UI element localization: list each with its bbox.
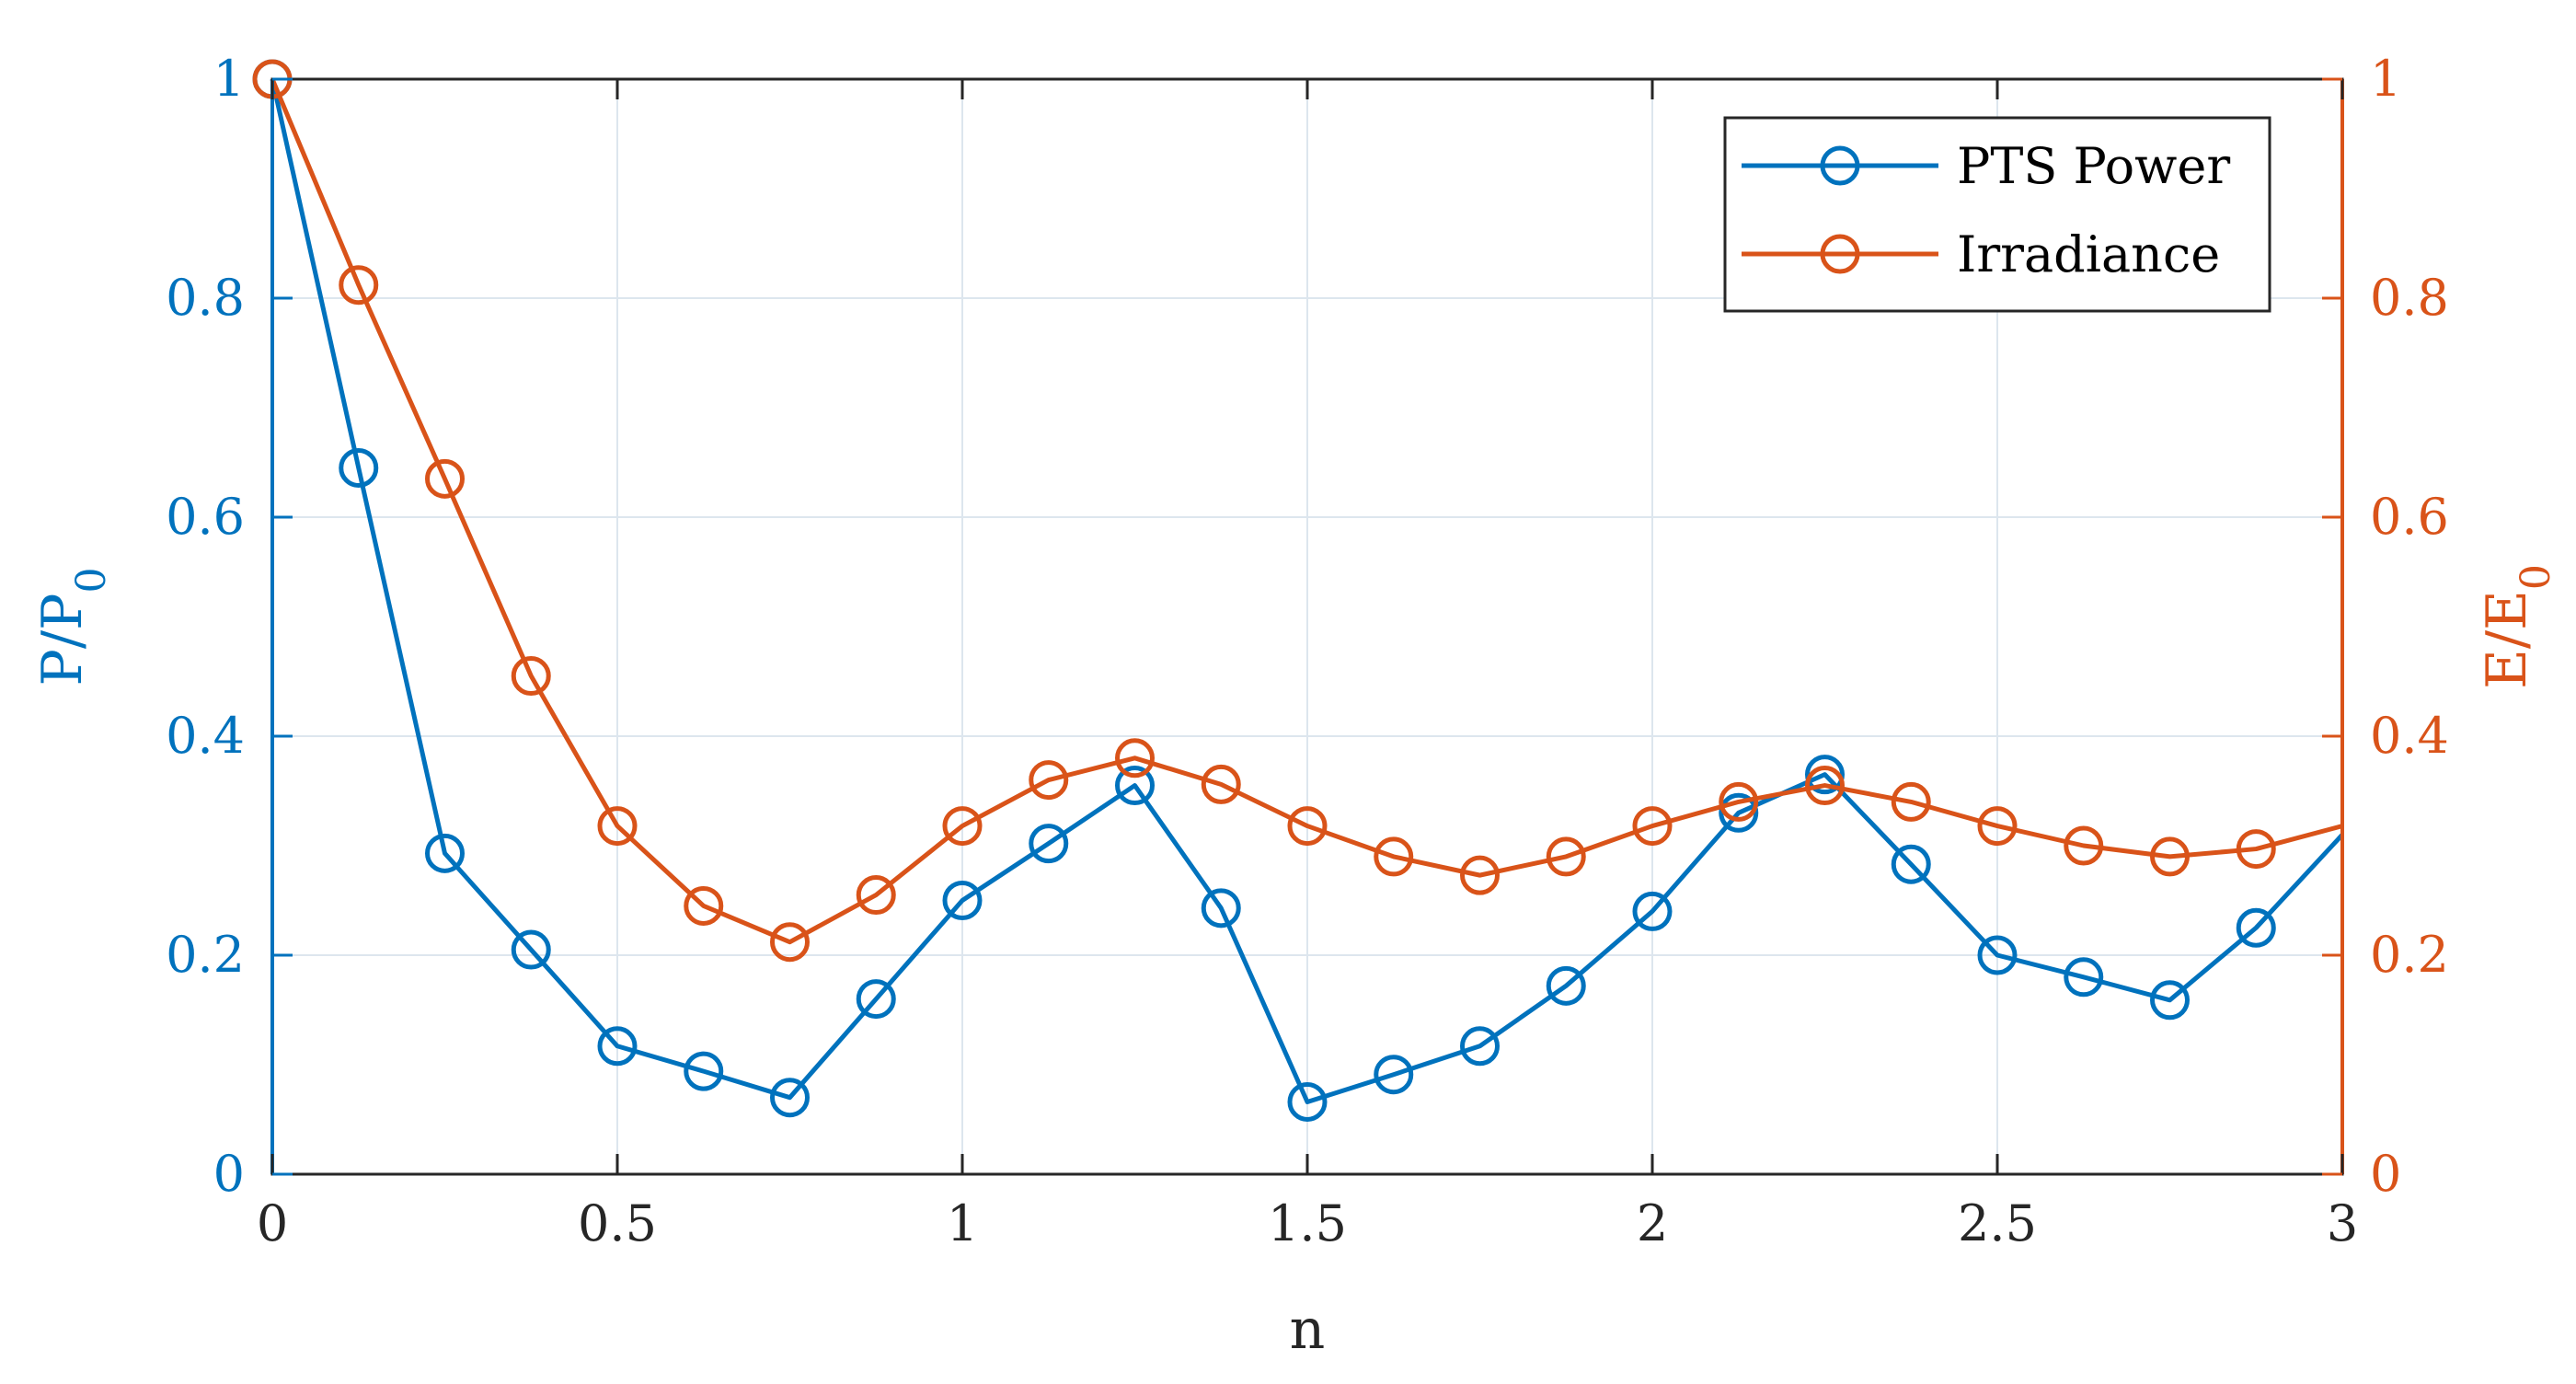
data-point-pts-power	[1374, 1055, 1414, 1095]
data-point-irradiance	[511, 656, 551, 697]
data-point-irradiance	[1546, 836, 1586, 877]
data-point-pts-power	[1029, 824, 1069, 864]
y-tick-label-right-0: 0	[2370, 1145, 2401, 1203]
series-line-pts-power	[270, 78, 2344, 1104]
data-point-irradiance	[770, 922, 810, 963]
x-tick-label-5: 2.5	[1958, 1194, 2037, 1252]
data-point-pts-power	[1115, 766, 1155, 806]
data-point-pts-power	[1201, 888, 1241, 928]
data-point-irradiance	[1977, 806, 2018, 847]
legend-marker-irradiance	[1820, 234, 1860, 274]
x-tick-label-4: 2	[1637, 1194, 1668, 1252]
y-tick-label-left-3: 0.6	[166, 488, 245, 546]
y-axis-label-left-sub: 0	[68, 568, 115, 594]
data-point-pts-power	[684, 1051, 724, 1091]
data-point-irradiance	[1719, 781, 1759, 822]
data-point-irradiance	[1632, 806, 1673, 847]
y-axis-label-right-main: E/E	[2475, 590, 2539, 689]
data-point-pts-power	[1977, 935, 2018, 975]
data-point-pts-power	[2064, 957, 2104, 998]
data-point-irradiance	[684, 885, 724, 926]
data-point-irradiance	[856, 875, 896, 916]
data-point-irradiance	[2150, 836, 2190, 877]
y-tick-label-right-4: 0.8	[2370, 269, 2449, 327]
data-point-pts-power	[597, 1026, 638, 1067]
data-point-irradiance	[597, 806, 638, 847]
legend-label-pts-power: PTS Power	[1957, 137, 2230, 195]
data-point-irradiance	[1460, 855, 1500, 895]
x-tick-label-3: 1.5	[1268, 1194, 1347, 1252]
data-point-irradiance	[942, 806, 983, 847]
data-point-irradiance	[2236, 829, 2276, 870]
y-tick-label-right-1: 0.2	[2370, 926, 2449, 984]
series-pts-power	[252, 59, 2344, 1122]
data-point-irradiance	[1201, 764, 1241, 804]
y-tick-label-right-2: 0.4	[2370, 707, 2449, 765]
y-axis-label-left: P/P0	[30, 568, 115, 686]
data-point-irradiance	[2064, 825, 2104, 866]
series-line-irradiance	[270, 78, 2343, 945]
data-point-irradiance	[425, 458, 465, 499]
legend-marker-pts-power	[1820, 145, 1860, 186]
y-axis-label-right: E/E0	[2475, 564, 2559, 689]
data-point-pts-power	[1460, 1026, 1500, 1067]
y-tick-label-right-3: 0.6	[2370, 488, 2449, 546]
y-tick-label-left-5: 1	[213, 50, 245, 108]
data-point-pts-power	[2236, 907, 2276, 948]
x-tick-label-1: 0.5	[578, 1194, 657, 1252]
y-axis-label-right-sub: 0	[2513, 564, 2559, 590]
data-point-pts-power	[1546, 965, 1586, 1006]
x-axis-label: n	[1290, 1298, 1326, 1362]
data-point-irradiance	[339, 265, 379, 306]
data-point-pts-power	[856, 979, 896, 1020]
y-tick-label-left-1: 0.2	[166, 926, 245, 984]
data-point-irradiance	[1287, 806, 1328, 847]
y-axis-label-left-main: P/P	[30, 594, 95, 686]
y-tick-label-right-5: 1	[2370, 50, 2401, 108]
y-tick-label-left-0: 0	[213, 1145, 245, 1203]
data-point-irradiance	[1115, 738, 1155, 778]
data-point-pts-power	[1632, 891, 1673, 931]
data-point-pts-power	[942, 881, 983, 920]
data-point-pts-power	[2150, 980, 2190, 1021]
data-point-irradiance	[1805, 766, 1845, 806]
data-point-irradiance	[1891, 781, 1931, 822]
data-point-pts-power	[770, 1078, 810, 1118]
legend-box	[1723, 116, 2271, 313]
data-point-pts-power	[1891, 844, 1931, 884]
legend: PTS Power Irradiance	[1723, 116, 2271, 313]
legend-item-irradiance: Irradiance	[1742, 225, 2220, 283]
x-tick-label-0: 0	[257, 1194, 288, 1252]
x-tick-label-6: 3	[2327, 1194, 2358, 1252]
data-point-pts-power	[339, 447, 379, 488]
y-tick-label-left-4: 0.8	[166, 269, 245, 327]
legend-item-pts-power: PTS Power	[1742, 137, 2230, 195]
data-point-pts-power	[1287, 1081, 1328, 1122]
plot-series	[252, 59, 2344, 1122]
x-tick-label-2: 1	[947, 1194, 978, 1252]
data-point-pts-power	[511, 929, 551, 970]
data-point-irradiance	[1029, 760, 1069, 801]
data-point-pts-power	[1805, 755, 1845, 795]
data-point-pts-power	[425, 833, 465, 873]
axes: 0 0.5 1 1.5 2 2.5 300.20.40.60.8100.20.40.60.8…	[166, 50, 2449, 1252]
data-point-irradiance	[1374, 836, 1414, 877]
data-point-pts-power	[1719, 792, 1759, 833]
y-tick-label-left-2: 0.4	[166, 707, 245, 765]
legend-label-irradiance: Irradiance	[1957, 225, 2220, 283]
